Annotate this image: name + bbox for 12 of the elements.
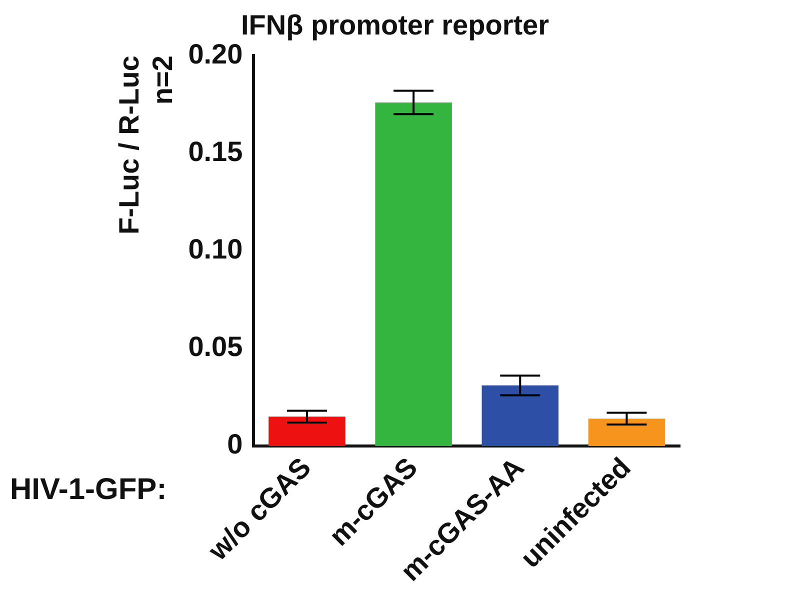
bar xyxy=(268,416,346,446)
chart-title: IFNβ promoter reporter xyxy=(240,10,550,41)
bar xyxy=(588,418,666,446)
y-tick-label: 0.15 xyxy=(188,136,243,167)
y-tick-label: 0.10 xyxy=(188,233,243,264)
y-tick-label: 0 xyxy=(227,428,243,460)
y-axis-title: F-Luc / R-Luc n=2 xyxy=(114,56,178,234)
y-tick-label: 0.05 xyxy=(188,331,243,362)
y-tick-label: 0.20 xyxy=(188,38,243,70)
bar xyxy=(375,102,452,446)
bar xyxy=(482,385,559,446)
text: HIV-1-GFP: xyxy=(10,473,167,506)
